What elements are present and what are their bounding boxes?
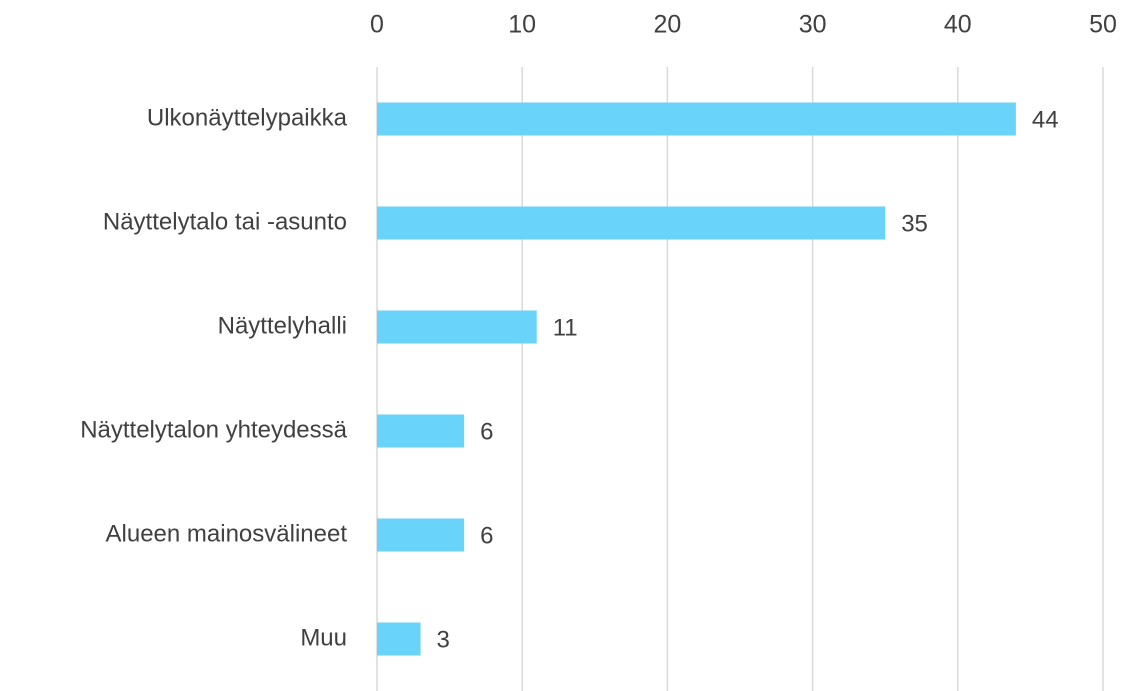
x-tick-label: 30 bbox=[799, 11, 827, 39]
x-tick-label: 0 bbox=[370, 11, 384, 39]
data-label: 6 bbox=[480, 418, 493, 445]
data-label: 11 bbox=[553, 314, 578, 341]
x-tick-label: 20 bbox=[653, 11, 681, 39]
bar bbox=[377, 206, 886, 240]
bar bbox=[377, 310, 537, 344]
y-tick-label: Näyttelytalon yhteydessä bbox=[80, 416, 347, 443]
y-tick-label: Alueen mainosvälineet bbox=[106, 520, 348, 547]
data-label: 3 bbox=[437, 626, 450, 653]
x-tick-label: 40 bbox=[944, 11, 972, 39]
x-tick-label: 10 bbox=[508, 11, 536, 39]
bar bbox=[377, 622, 421, 656]
bar bbox=[377, 414, 465, 448]
bar bbox=[377, 102, 1016, 136]
x-tick-label: 50 bbox=[1089, 11, 1117, 39]
bar bbox=[377, 518, 465, 552]
y-tick-label: Näyttelytalo tai -asunto bbox=[103, 208, 347, 235]
data-label: 44 bbox=[1032, 106, 1059, 133]
y-tick-label: Näyttelyhalli bbox=[218, 312, 347, 339]
data-label: 35 bbox=[901, 210, 928, 237]
y-tick-label: Ulkonäyttelypaikka bbox=[147, 104, 348, 131]
y-tick-label: Muu bbox=[300, 624, 347, 651]
data-label: 6 bbox=[480, 522, 493, 549]
